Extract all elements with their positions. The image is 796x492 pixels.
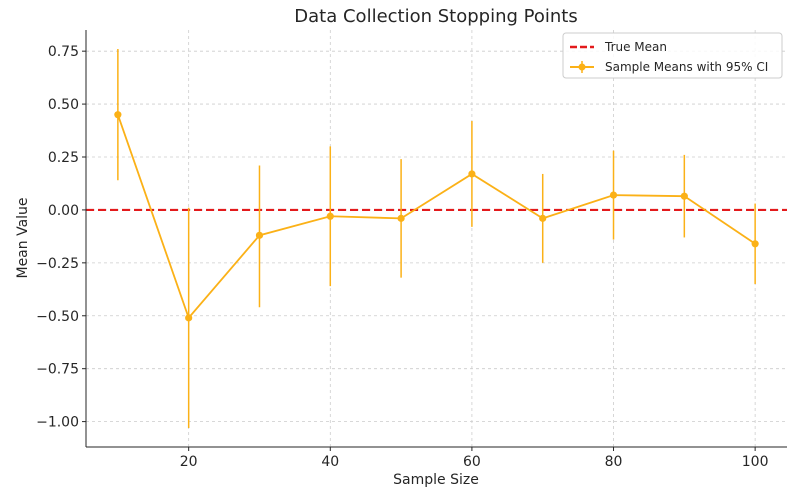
legend-series-label: Sample Means with 95% CI	[605, 60, 768, 74]
y-tick-label: 0.75	[48, 44, 79, 60]
legend-true-mean-label: True Mean	[604, 40, 667, 54]
y-axis-label: Mean Value	[15, 197, 31, 278]
x-tick-label: 100	[742, 454, 769, 470]
data-point	[680, 192, 688, 200]
grid	[86, 30, 787, 447]
data-point	[397, 214, 405, 222]
series-line	[117, 114, 756, 320]
data-point	[609, 191, 618, 199]
y-tick-label: −0.75	[36, 362, 79, 378]
data-layer	[86, 49, 787, 428]
y-tick-label: 0.00	[48, 203, 79, 219]
data-point	[751, 240, 759, 248]
x-axis-label: Sample Size	[393, 472, 479, 488]
x-tick-label: 80	[605, 454, 623, 470]
legend-series-marker	[578, 63, 586, 71]
y-tick-label: 0.25	[48, 150, 79, 166]
data-point	[468, 170, 476, 178]
y-tick-label: −0.25	[36, 256, 79, 272]
x-tick-label: 60	[463, 454, 481, 470]
data-point	[326, 212, 334, 220]
data-point	[255, 231, 264, 239]
y-tick-label: 0.50	[48, 97, 79, 113]
chart-title: Data Collection Stopping Points	[294, 6, 577, 27]
y-tick-label: −1.00	[36, 415, 79, 431]
data-point	[539, 214, 547, 222]
data-point	[114, 111, 122, 119]
data-point	[185, 314, 193, 322]
x-tick-label: 40	[321, 454, 339, 470]
legend: True Mean Sample Means with 95% CI	[562, 32, 783, 79]
legend-frame	[562, 32, 783, 79]
y-tick-label: −0.50	[36, 309, 79, 325]
axis-ticks: 20 40 60 80 100 −1.00 −0.75 −0.50 −0.25 0.00 0.25 0…	[36, 44, 768, 470]
x-tick-label: 20	[180, 454, 198, 470]
